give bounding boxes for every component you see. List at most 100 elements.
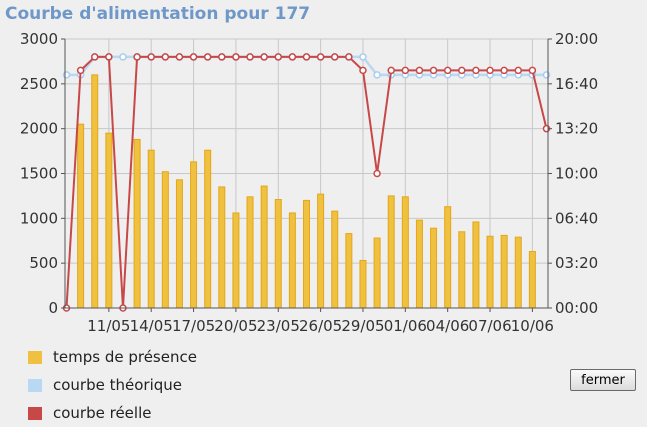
legend-item-presence: temps de présence [28,348,197,366]
y-tick-label-left: 0 [48,299,58,317]
legend-swatch-presence [28,350,42,364]
x-tick-label: 23/05 [257,317,300,335]
actual-point [316,53,325,61]
bar-presence [133,138,141,309]
x-tick-label: 10/06 [511,317,554,335]
actual-point [76,66,85,75]
actual-point [514,66,523,75]
x-tick-label: 01/06 [384,317,427,335]
actual-point [443,66,452,75]
bar-presence [415,219,423,309]
y-tick-label-right: 16:40 [555,75,598,93]
x-tick-label: 17/05 [172,317,215,335]
bar-presence [204,149,212,309]
bar-presence [500,234,508,309]
actual-point [458,66,466,75]
x-tick-label: 20/05 [214,317,257,335]
actual-point [429,66,438,75]
bar-presence [430,227,438,309]
theoretical-point [119,53,127,61]
bar-presence [147,149,155,309]
bar-presence [260,185,268,309]
x-tick-label: 29/05 [341,317,384,335]
bar-presence [387,195,395,309]
bar-presence [444,206,452,309]
legend-swatch-theoretical [28,378,42,392]
y-tick-label-right: 10:00 [555,165,598,183]
actual-point [472,66,480,75]
y-tick-label-right: 06:40 [555,209,598,227]
bar-presence [274,199,282,309]
y-tick-label-left: 3000 [20,30,58,48]
bar-presence [514,236,522,309]
actual-point [203,53,212,61]
legend-label-presence: temps de présence [53,348,197,366]
actual-point [345,53,353,61]
bar-presence [528,251,536,309]
actual-point [500,66,508,75]
close-button[interactable]: fermer [570,369,636,391]
x-tick-label: 14/05 [130,317,173,335]
actual-point [218,53,226,61]
y-tick-label-left: 2000 [20,120,58,138]
x-tick-label: 04/06 [426,317,469,335]
actual-point [486,66,494,75]
actual-point [528,66,537,75]
actual-point [302,53,311,61]
x-tick-label: 07/06 [468,317,511,335]
bar-presence [288,212,296,309]
bar-presence [345,233,353,309]
actual-point [147,53,155,61]
bar-presence [161,171,169,309]
legend-label-actual: courbe réelle [53,404,152,422]
bar-presence [105,132,113,309]
actual-point [105,53,113,61]
actual-point [246,53,254,61]
actual-point [330,53,339,61]
bar-presence [486,235,494,309]
bar-presence [218,186,226,309]
bar-presence [359,259,367,309]
legend-swatch-actual [28,406,42,420]
chart-title: Courbe d'alimentation pour 177 [5,4,311,24]
actual-point [90,53,99,61]
actual-point [260,53,268,61]
actual-point [415,66,424,75]
x-tick-label: 11/05 [87,317,130,335]
bar-presence [303,199,310,309]
bar-presence [401,196,409,309]
y-tick-label-left: 2500 [20,75,58,93]
legend-label-theoretical: courbe théorique [53,376,183,394]
bar-presence [91,74,99,309]
bar-presence [331,210,339,309]
actual-point [359,66,367,75]
actual-point [232,53,240,61]
bar-presence [232,212,240,309]
y-tick-label-right: 03:20 [555,254,598,272]
actual-point [189,53,198,61]
actual-point [401,66,410,75]
theoretical-point [373,71,381,79]
y-tick-label-left: 1000 [20,209,58,227]
actual-point [387,66,395,75]
y-tick-label-right: 00:00 [555,299,598,317]
bar-presence [175,179,183,309]
theoretical-point [359,53,367,61]
legend-item-theoretical: courbe théorique [28,376,182,394]
bar-presence [472,221,480,309]
bar-presence [77,123,85,309]
x-tick-label: 26/05 [299,317,342,335]
actual-point [175,53,184,61]
actual-point [274,53,283,61]
bar-presence [317,193,325,309]
bar-presence [373,237,381,309]
actual-point [373,169,381,178]
y-tick-label-left: 1500 [20,165,58,183]
legend-item-actual: courbe réelle [28,404,151,422]
bar-presence [190,161,198,309]
actual-point [288,53,297,61]
y-tick-label-right: 20:00 [555,30,598,48]
actual-point [133,53,141,61]
theoretical-point [62,71,71,79]
